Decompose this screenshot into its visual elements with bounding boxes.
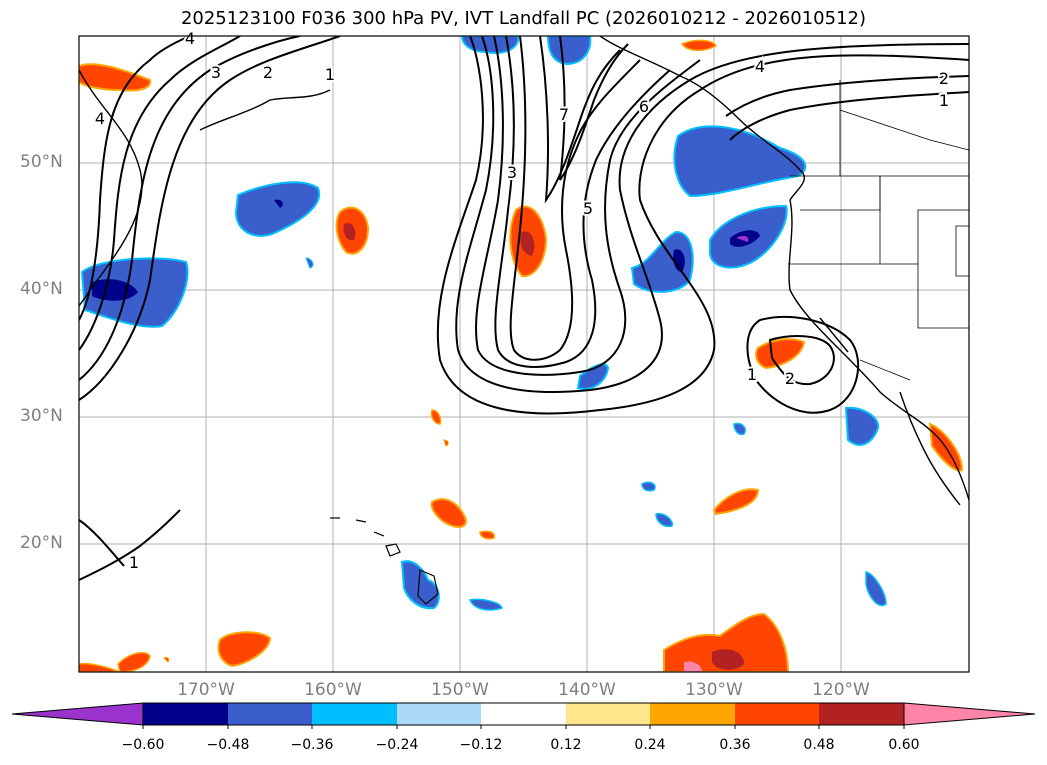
lat-label-40n: 40°N	[20, 279, 63, 299]
contour-label: 1	[939, 91, 949, 110]
red-patch-152w	[430, 498, 468, 528]
colorbar-bin	[819, 703, 904, 725]
colorbar-frame	[142, 702, 905, 726]
contour-label: 6	[639, 97, 649, 116]
contour-label: 2	[785, 369, 795, 388]
lon-label-120w: 120°W	[812, 680, 870, 700]
contour-label: 3	[211, 63, 221, 82]
contour-label: 7	[559, 105, 569, 124]
colorbar-bin	[312, 703, 397, 725]
colorbar-tick-label: 0.48	[803, 737, 835, 753]
lon-label-170w: 170°W	[177, 680, 235, 700]
map-area	[79, 36, 969, 672]
map-frame	[78, 35, 970, 673]
contour-label: 2	[263, 63, 273, 82]
colorbar-bin	[228, 703, 312, 725]
contour-label: 4	[95, 109, 105, 128]
colorbar-tick-label: −0.36	[290, 737, 334, 753]
contour-label: 1	[129, 553, 139, 572]
contour-label: 4	[185, 29, 195, 48]
lon-label-160w: 160°W	[304, 680, 362, 700]
colorbar-tick-label: −0.60	[121, 737, 165, 753]
colorbar	[11, 702, 1036, 729]
lat-label-20n: 20°N	[20, 533, 63, 553]
colorbar-tick-label: 0.12	[550, 737, 582, 753]
colorbar-bin	[481, 703, 566, 725]
lon-label-150w: 150°W	[431, 680, 489, 700]
colorbar-bin	[735, 703, 819, 725]
contour-label: 2	[939, 69, 949, 88]
red-patch-south-165w	[217, 631, 272, 668]
contour-label: 5	[583, 199, 593, 218]
colorbar-tick-label: −0.24	[375, 737, 419, 753]
blue-patch-165w	[234, 181, 321, 237]
pv-contours	[79, 36, 969, 581]
colorbar-bin	[650, 703, 735, 725]
red-patch-socal-offshore	[755, 338, 806, 370]
red-patch-nw	[79, 63, 152, 92]
positive-pv-patches	[79, 39, 964, 672]
contour-label: 4	[755, 57, 765, 76]
colorbar-extend-left	[11, 702, 144, 726]
contour-label: 1	[747, 365, 757, 384]
colorbar-tick-label: 0.60	[888, 737, 920, 753]
colorbar-tick-label: −0.12	[459, 737, 503, 753]
colorbar-bin	[397, 703, 481, 725]
red-patch-south-130w	[663, 612, 790, 672]
contour-label: 1	[325, 65, 335, 84]
colorbar-extend-right	[903, 702, 1036, 726]
political-borders	[788, 80, 969, 381]
contour-labels: 4 3 2 1 4 3 7 6 5 4 2 1 1 2 1	[93, 27, 951, 574]
red-patch-130w	[712, 488, 760, 516]
colorbar-bin	[566, 703, 650, 725]
colorbar-bin	[143, 703, 228, 725]
blue-patch-baja-west	[844, 406, 880, 446]
lon-label-130w: 130°W	[685, 680, 743, 700]
blue-patch-140w	[576, 363, 610, 390]
negative-pv-patches	[80, 36, 887, 611]
hawaiian-islands	[330, 517, 439, 605]
colorbar-tick-label: −0.48	[206, 737, 250, 753]
lon-label-140w: 140°W	[558, 680, 616, 700]
colorbar-tick-label: 0.24	[634, 737, 666, 753]
blue-patch-hawaii	[400, 560, 440, 610]
map-title: 2025123100 F036 300 hPa PV, IVT Landfall…	[180, 8, 867, 29]
contour-label: 3	[507, 163, 517, 182]
lat-label-30n: 30°N	[20, 406, 63, 426]
lat-label-50n: 50°N	[20, 152, 63, 172]
colorbar-tick-label: 0.36	[719, 737, 751, 753]
